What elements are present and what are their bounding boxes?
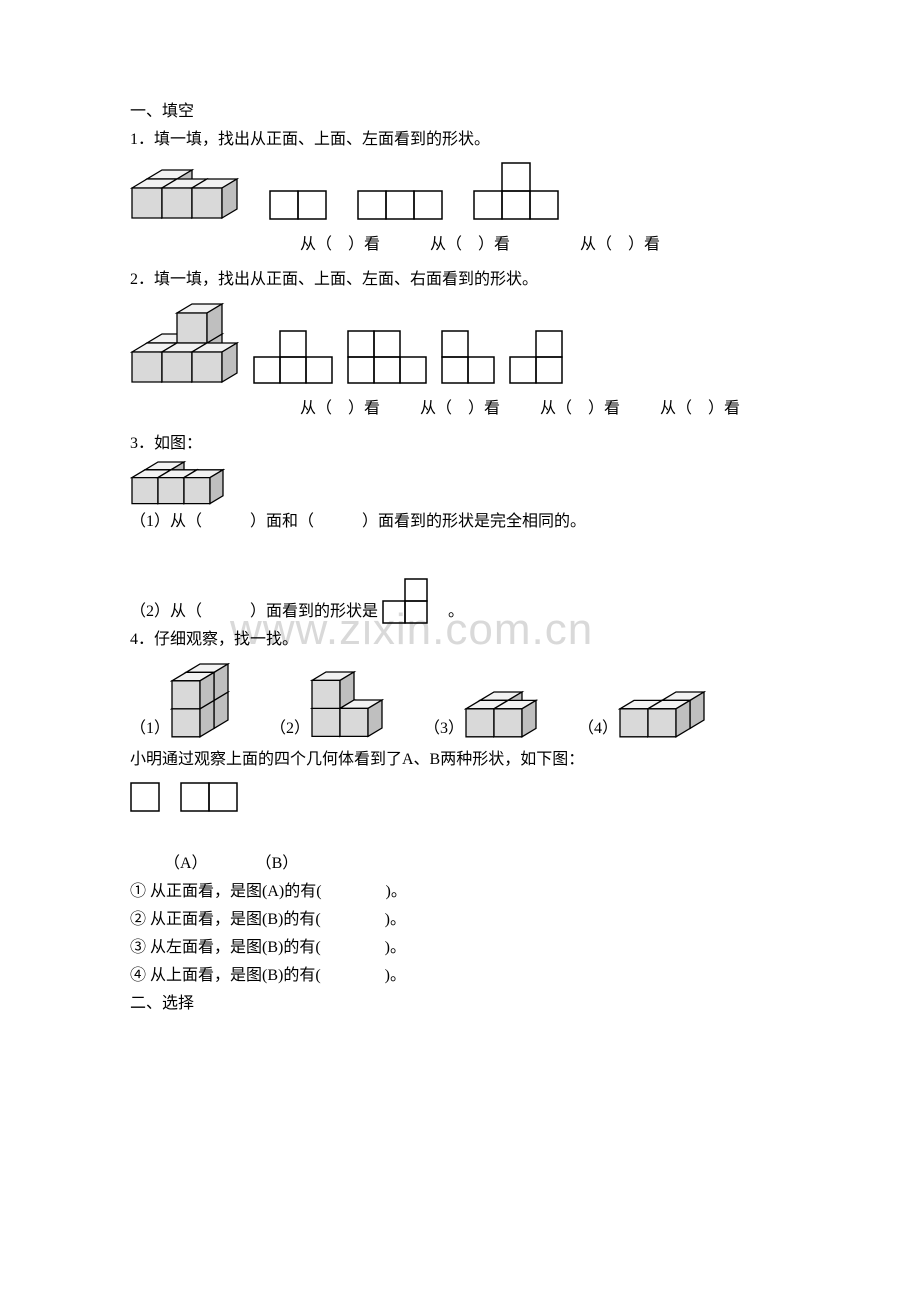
- section-2-title: 二、选择: [130, 992, 790, 1016]
- q4-shape-b: [180, 782, 238, 812]
- q4-label-2: （2）: [270, 714, 310, 738]
- q1-prompt: 1．填一填，找出从正面、上面、左面看到的形状。: [130, 128, 790, 152]
- q3-sub1: （1）从（ ）面和（ ）面看到的形状是完全相同的。: [130, 510, 790, 534]
- q4-ab-labels: （A） （B）: [130, 852, 790, 876]
- q2-cap-1: 从（ ）看: [300, 394, 420, 418]
- q2-figures-row: [130, 302, 790, 384]
- q1-cap-1: 从（ ）看: [300, 230, 430, 254]
- q4-sub-2: ② 从正面看，是图(B)的有( )。: [130, 908, 790, 932]
- q2-prompt: 2．填一填，找出从正面、上面、左面、右面看到的形状。: [130, 268, 790, 292]
- q1-figures-row: [130, 162, 790, 220]
- q4-sub-4: ④ 从上面看，是图(B)的有( )。: [130, 964, 790, 988]
- q1-cap-2: 从（ ）看: [430, 230, 580, 254]
- q2-cap-2: 从（ ）看: [420, 394, 540, 418]
- q4-shape-a: [130, 782, 160, 812]
- q4-item-2: （2）: [270, 670, 384, 738]
- q4-label-b: （B）: [256, 855, 299, 872]
- q2-view-2: [347, 330, 427, 384]
- section-1-title: 一、填空: [130, 100, 790, 124]
- q2-view-3: [441, 330, 495, 384]
- q1-view-2: [357, 190, 443, 220]
- q3-sub2-shape: [382, 578, 428, 624]
- q2-view-4: [509, 330, 563, 384]
- q3-sub2-before: （2）从（ ）面看到的形状是: [130, 603, 378, 620]
- q3-solid: [130, 460, 790, 506]
- q1-view-3: [473, 162, 559, 220]
- q1-solid: [130, 168, 239, 220]
- q2-cap-4: 从（ ）看: [660, 394, 740, 418]
- q4-sub-1: ① 从正面看，是图(A)的有( )。: [130, 880, 790, 904]
- q2-view-1: [253, 330, 333, 384]
- q4-label-3: （3）: [424, 714, 464, 738]
- q4-label-1: （1）: [130, 714, 170, 738]
- q4-item-1: （1）: [130, 662, 230, 739]
- q4-sub-3: ③ 从左面看，是图(B)的有( )。: [130, 936, 790, 960]
- q1-captions: 从（ ）看 从（ ）看 从（ ）看: [130, 230, 790, 254]
- q2-captions: 从（ ）看 从（ ）看 从（ ）看 从（ ）看: [130, 394, 790, 418]
- q4-ab-shapes: [130, 782, 790, 812]
- q4-label-4: （4）: [578, 714, 618, 738]
- q4-prompt: 4．仔细观察，找一找。: [130, 628, 790, 652]
- q2-solid: [130, 302, 239, 384]
- q4-label-a: （A）: [164, 855, 208, 872]
- q3-sub2-after: 。: [432, 603, 464, 620]
- q3-prompt: 3．如图：: [130, 432, 790, 456]
- q4-item-4: （4）: [578, 690, 706, 739]
- q4-item-3: （3）: [424, 690, 538, 739]
- page-content: 一、填空 1．填一填，找出从正面、上面、左面看到的形状。 从（ ）看 从（ ）看…: [130, 100, 790, 1016]
- q4-figures-row: （1） （2） （3） （4）: [130, 662, 790, 739]
- q4-note: 小明通过观察上面的四个几何体看到了A、B两种形状，如下图：: [130, 748, 790, 772]
- q3-sub2: （2）从（ ）面看到的形状是 。: [130, 578, 790, 624]
- q1-view-1: [269, 190, 327, 220]
- q1-cap-3: 从（ ）看: [580, 230, 660, 254]
- q2-cap-3: 从（ ）看: [540, 394, 660, 418]
